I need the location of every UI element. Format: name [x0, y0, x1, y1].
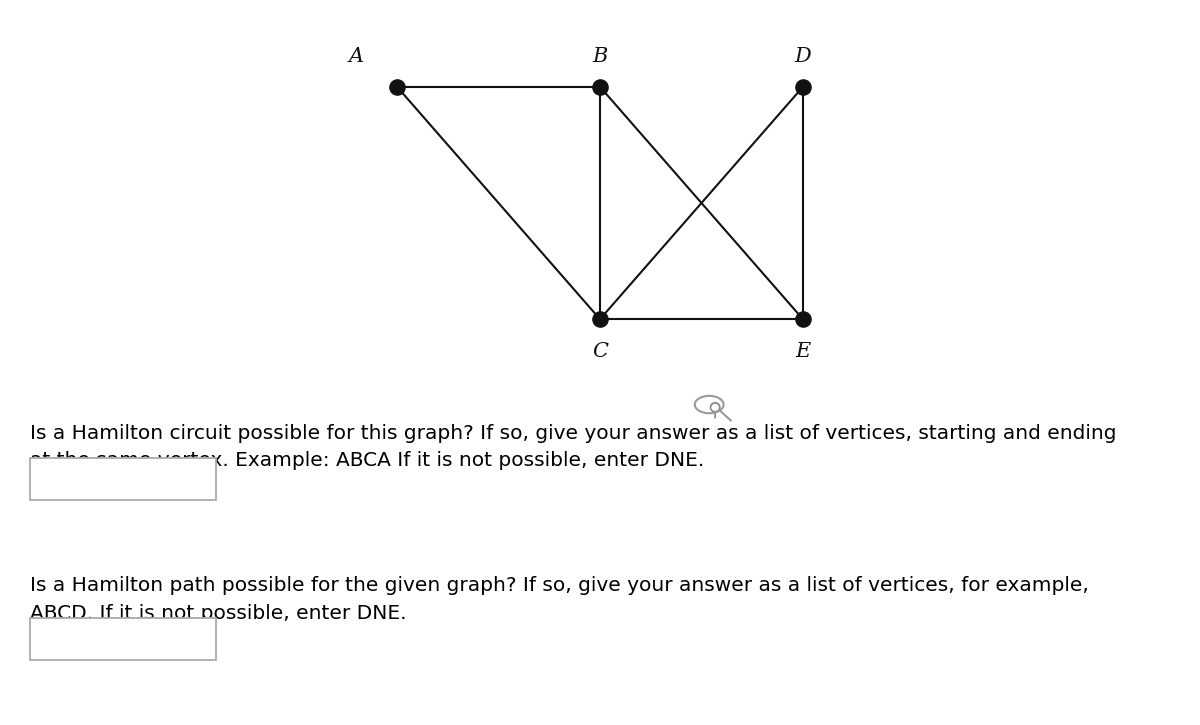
Text: Is a Hamilton path possible for the given graph? If so, give your answer as a li: Is a Hamilton path possible for the give…	[30, 576, 1088, 623]
Text: B: B	[593, 47, 607, 66]
Text: E: E	[796, 342, 810, 361]
Text: A: A	[349, 47, 364, 66]
Text: D: D	[794, 47, 811, 66]
Point	[793, 81, 812, 93]
FancyBboxPatch shape	[30, 618, 216, 660]
Point	[793, 313, 812, 325]
Point	[590, 313, 610, 325]
Point	[388, 81, 407, 93]
Point	[590, 81, 610, 93]
Text: C: C	[592, 342, 608, 361]
FancyBboxPatch shape	[30, 458, 216, 500]
Text: ⚲: ⚲	[707, 400, 721, 419]
Text: Is a Hamilton circuit possible for this graph? If so, give your answer as a list: Is a Hamilton circuit possible for this …	[30, 424, 1116, 471]
